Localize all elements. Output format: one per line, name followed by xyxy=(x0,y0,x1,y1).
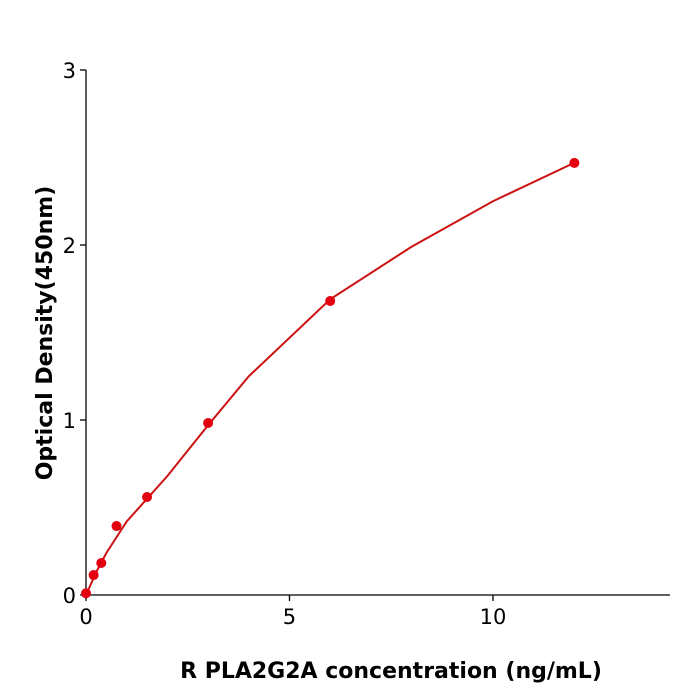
fit-curve xyxy=(85,161,575,596)
data-point xyxy=(142,492,153,502)
data-point xyxy=(96,557,107,568)
y-tick-label: 3 xyxy=(63,59,76,83)
data-point xyxy=(88,570,99,581)
data-point xyxy=(325,296,336,306)
x-tick-label: 0 xyxy=(79,605,92,629)
data-point xyxy=(81,588,91,599)
data-point xyxy=(111,521,122,532)
data-point xyxy=(203,417,214,428)
y-axis-label: Optical Density(450nm) xyxy=(33,186,58,481)
x-tick-label: 5 xyxy=(283,605,296,629)
data-point xyxy=(569,157,580,168)
y-tick-label: 1 xyxy=(63,409,76,433)
x-tick-label: 10 xyxy=(480,605,507,629)
y-tick-label: 2 xyxy=(63,234,76,258)
y-tick-label: 0 xyxy=(63,584,76,608)
x-axis-label: R PLA2G2A concentration (ng/mL) xyxy=(180,659,602,684)
